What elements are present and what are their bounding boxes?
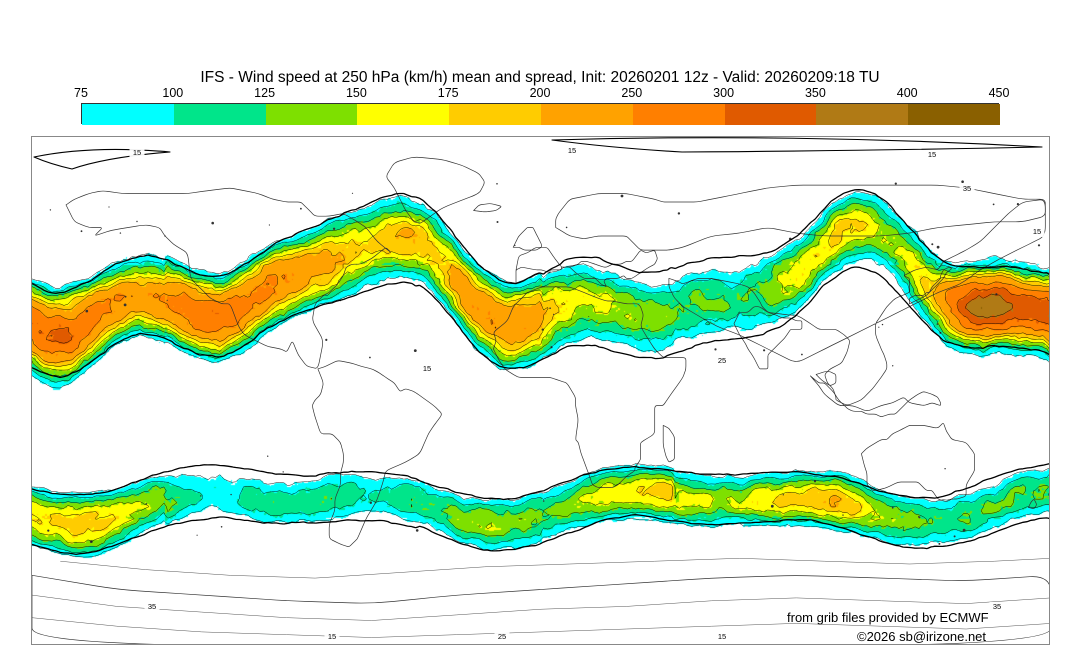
svg-text:35: 35 [148, 602, 156, 611]
svg-text:25: 25 [498, 632, 506, 641]
svg-text:15: 15 [568, 146, 576, 155]
svg-text:15: 15 [1033, 227, 1041, 236]
svg-text:15: 15 [928, 150, 936, 159]
svg-text:15: 15 [328, 632, 336, 641]
svg-text:15: 15 [423, 364, 431, 373]
svg-text:35: 35 [963, 184, 971, 193]
svg-text:25: 25 [718, 356, 726, 365]
svg-text:15: 15 [133, 148, 141, 157]
svg-text:35: 35 [993, 602, 1001, 611]
svg-text:15: 15 [718, 632, 726, 641]
